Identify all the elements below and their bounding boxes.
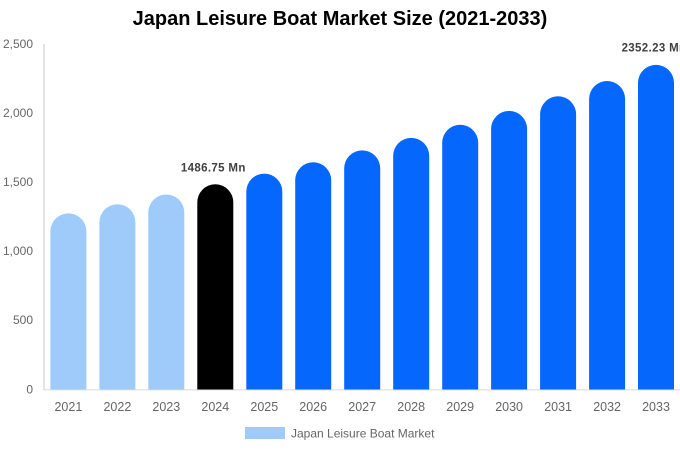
svg-text:2025: 2025 [250, 400, 278, 414]
svg-text:2029: 2029 [446, 400, 474, 414]
svg-text:2,500: 2,500 [3, 37, 33, 51]
svg-text:1486.75 Mn: 1486.75 Mn [181, 163, 246, 175]
svg-text:2030: 2030 [495, 400, 523, 414]
svg-text:2024: 2024 [201, 400, 229, 414]
svg-text:Japan Leisure Boat Market Size: Japan Leisure Boat Market Size (2021-203… [133, 8, 548, 30]
svg-text:2031: 2031 [544, 400, 572, 414]
svg-text:2352.23 Mn: 2352.23 Mn [622, 43, 680, 55]
svg-text:2026: 2026 [299, 400, 327, 414]
svg-text:0: 0 [26, 382, 33, 396]
svg-text:2021: 2021 [54, 400, 82, 414]
svg-text:2032: 2032 [593, 400, 621, 414]
svg-text:500: 500 [13, 313, 33, 327]
svg-text:2023: 2023 [152, 400, 180, 414]
svg-text:Japan Leisure Boat Market: Japan Leisure Boat Market [291, 427, 435, 441]
svg-text:1,500: 1,500 [3, 175, 33, 189]
svg-text:2,000: 2,000 [3, 106, 33, 120]
svg-text:2028: 2028 [397, 400, 425, 414]
svg-text:2022: 2022 [103, 400, 131, 414]
svg-text:1,000: 1,000 [3, 244, 33, 258]
svg-text:2027: 2027 [348, 400, 376, 414]
svg-text:2033: 2033 [642, 400, 670, 414]
